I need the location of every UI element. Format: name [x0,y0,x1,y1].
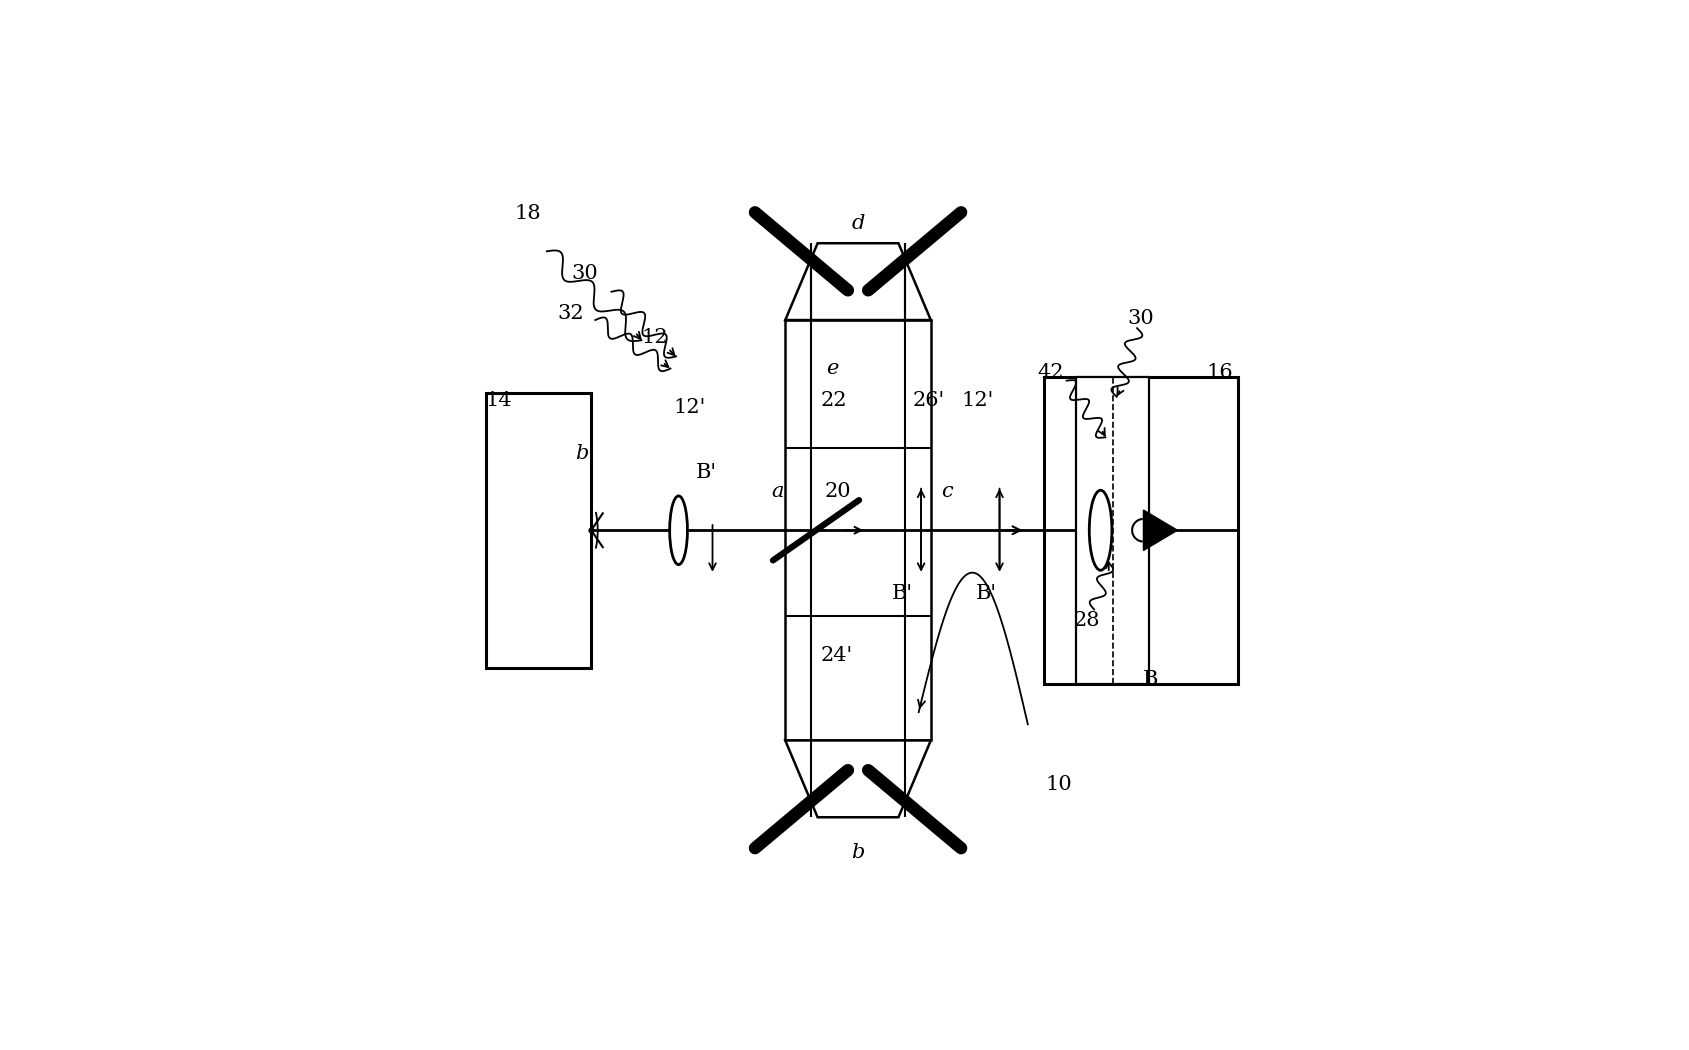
Text: B': B' [892,584,912,603]
Text: 10: 10 [1044,776,1071,795]
Polygon shape [1143,510,1177,550]
Text: 16: 16 [1206,363,1233,382]
Polygon shape [785,740,931,817]
Text: 14: 14 [485,392,512,411]
Text: 12: 12 [640,329,667,348]
Text: 22: 22 [821,392,846,411]
Text: 20: 20 [824,482,851,501]
Bar [785,320,931,740]
Text: e: e [826,359,838,378]
Text: 24': 24' [819,646,851,665]
Ellipse shape [669,496,687,565]
Polygon shape [785,244,931,320]
Text: a: a [770,482,784,501]
Bar [1076,377,1149,684]
Text: 30: 30 [1127,309,1154,328]
Text: b: b [574,444,588,463]
Bar [486,393,591,668]
Text: 42: 42 [1037,363,1062,382]
Text: c: c [941,482,953,501]
Text: B': B' [696,463,716,482]
Text: 30: 30 [571,264,598,282]
Text: 28: 28 [1073,611,1100,630]
Bar [1044,377,1238,684]
Text: 18: 18 [515,204,540,223]
Text: b: b [851,842,865,862]
Text: 12': 12' [961,392,993,411]
Text: 26': 26' [912,392,944,411]
Text: B': B' [976,584,997,603]
Text: B: B [1142,670,1157,689]
Text: 32: 32 [557,304,584,323]
Text: d: d [851,213,865,232]
Text: 12': 12' [674,398,706,417]
Ellipse shape [1089,490,1111,570]
